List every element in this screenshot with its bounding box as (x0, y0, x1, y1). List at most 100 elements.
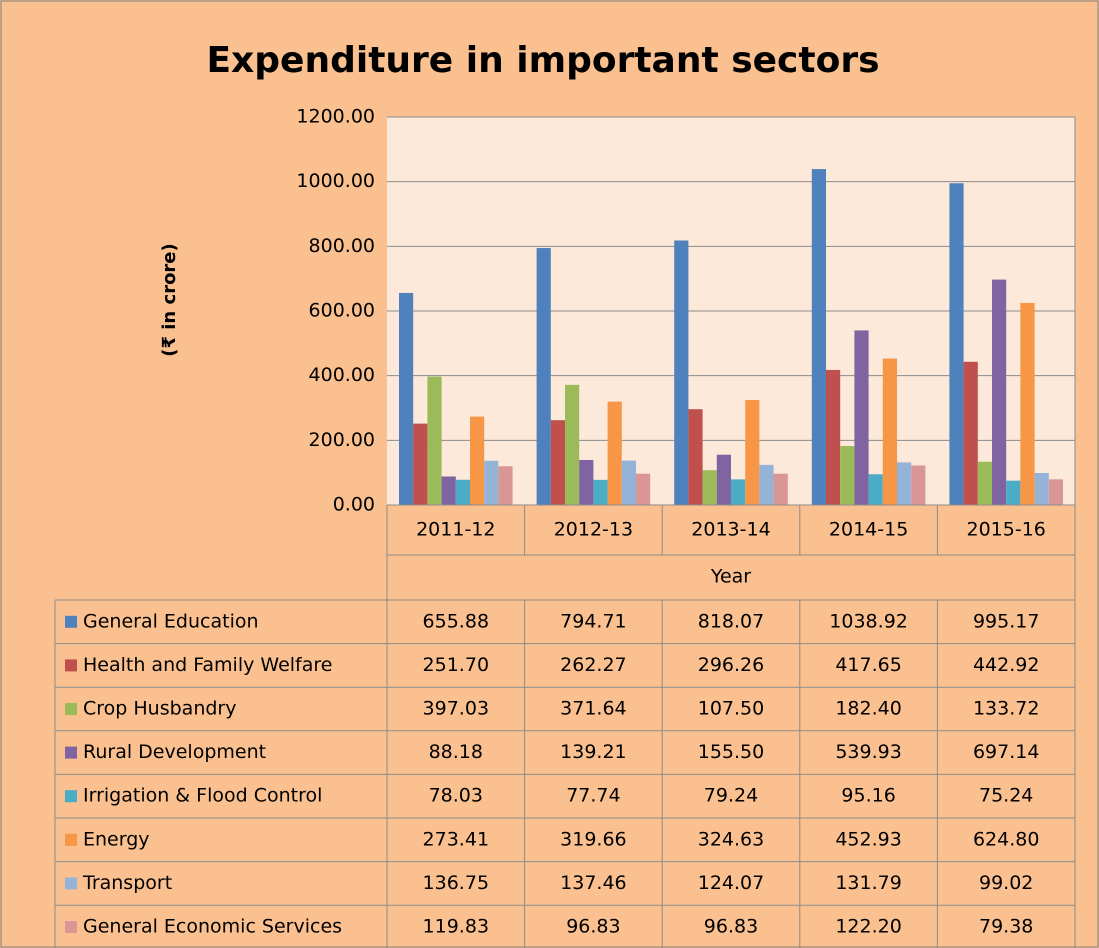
table-value: 397.03 (423, 698, 489, 720)
y-tick-label: 0.00 (333, 494, 375, 516)
table-value: 182.40 (835, 698, 901, 720)
bar (868, 474, 883, 505)
bar (1006, 480, 1021, 505)
y-tick-label: 1200.00 (296, 106, 375, 128)
bar (536, 248, 551, 505)
table-value: 131.79 (835, 872, 901, 894)
chart-title: Expenditure in important sectors (206, 40, 879, 81)
table-value: 122.20 (835, 916, 901, 938)
table-value: 624.80 (973, 828, 1039, 850)
legend-swatch (65, 615, 77, 628)
bar (702, 470, 717, 505)
table-value: 371.64 (560, 698, 626, 720)
y-tick-label: 600.00 (309, 300, 375, 322)
table-value: 124.07 (698, 872, 764, 894)
bar (593, 479, 608, 505)
table-value: 539.93 (835, 741, 901, 763)
bar (607, 401, 622, 505)
bar (949, 183, 964, 505)
legend-label: Crop Husbandry (83, 698, 236, 720)
table-value: 77.74 (566, 785, 620, 807)
bar (413, 423, 428, 505)
bar (455, 479, 470, 505)
bar (427, 376, 442, 505)
table-value: 273.41 (423, 828, 489, 850)
bar (621, 460, 636, 505)
y-tick-label: 400.00 (309, 364, 375, 386)
table-value: 119.83 (423, 916, 489, 938)
bar (811, 169, 826, 506)
y-axis-label: (₹ in crore) (159, 243, 180, 357)
bar (441, 476, 456, 505)
table-value: 794.71 (560, 610, 626, 632)
table-value: 251.70 (423, 654, 489, 676)
legend-label: Health and Family Welfare (83, 654, 332, 676)
table-value: 697.14 (973, 741, 1039, 763)
legend-swatch (65, 877, 77, 890)
table-value: 136.75 (423, 872, 489, 894)
y-tick-label: 800.00 (309, 235, 375, 257)
bar (745, 400, 760, 505)
table-value: 75.24 (979, 785, 1033, 807)
table-value: 655.88 (423, 610, 489, 632)
table-value: 133.72 (973, 698, 1039, 720)
table-value: 139.21 (560, 741, 626, 763)
legend-label: General Education (83, 610, 259, 632)
legend-label: Energy (83, 828, 150, 850)
bar (759, 464, 774, 505)
legend-label: Rural Development (83, 741, 266, 763)
x-tick-label: 2015-16 (967, 519, 1046, 541)
legend-label: General Economic Services (83, 916, 342, 938)
bar (731, 479, 746, 505)
bar (636, 473, 651, 505)
table-value: 137.46 (560, 872, 626, 894)
bar (911, 465, 926, 505)
table-value: 1038.92 (829, 610, 908, 632)
bar (550, 420, 565, 505)
table-value: 79.38 (979, 916, 1033, 938)
x-axis-label: Year (710, 566, 751, 588)
bar (882, 358, 897, 505)
table-value: 262.27 (560, 654, 626, 676)
bar (470, 416, 485, 505)
table-value: 155.50 (698, 741, 764, 763)
table-value: 78.03 (429, 785, 483, 807)
bar (1034, 472, 1049, 505)
table-value: 319.66 (560, 828, 626, 850)
bar (674, 240, 689, 505)
legend-swatch (65, 659, 77, 672)
y-tick-label: 200.00 (309, 429, 375, 451)
table-value: 296.26 (698, 654, 764, 676)
legend-label: Irrigation & Flood Control (83, 785, 322, 807)
table-value: 442.92 (973, 654, 1039, 676)
bar (1048, 479, 1063, 505)
table-value: 99.02 (979, 872, 1033, 894)
bar (688, 409, 703, 505)
legend-swatch (65, 746, 77, 759)
legend-swatch (65, 833, 77, 846)
table-value: 417.65 (835, 654, 901, 676)
table-value: 96.83 (566, 916, 620, 938)
table-value: 995.17 (973, 610, 1039, 632)
bar (716, 454, 731, 505)
bar (498, 466, 513, 505)
legend-swatch (65, 921, 77, 933)
table-value: 452.93 (835, 828, 901, 850)
bar (399, 292, 414, 505)
legend-swatch (65, 790, 77, 803)
bar (826, 369, 841, 505)
legend-swatch (65, 703, 77, 715)
x-tick-label: 2012-13 (554, 519, 633, 541)
x-tick-label: 2013-14 (691, 519, 770, 541)
bar (840, 446, 855, 505)
x-tick-label: 2014-15 (829, 519, 908, 541)
bar (854, 330, 869, 505)
bar (992, 279, 1007, 505)
legend-label: Transport (82, 872, 172, 894)
bar (773, 473, 788, 505)
table-value: 107.50 (698, 698, 764, 720)
table-value: 88.18 (429, 741, 483, 763)
bar (579, 459, 594, 505)
table-value: 96.83 (704, 916, 758, 938)
table-value: 79.24 (704, 785, 758, 807)
